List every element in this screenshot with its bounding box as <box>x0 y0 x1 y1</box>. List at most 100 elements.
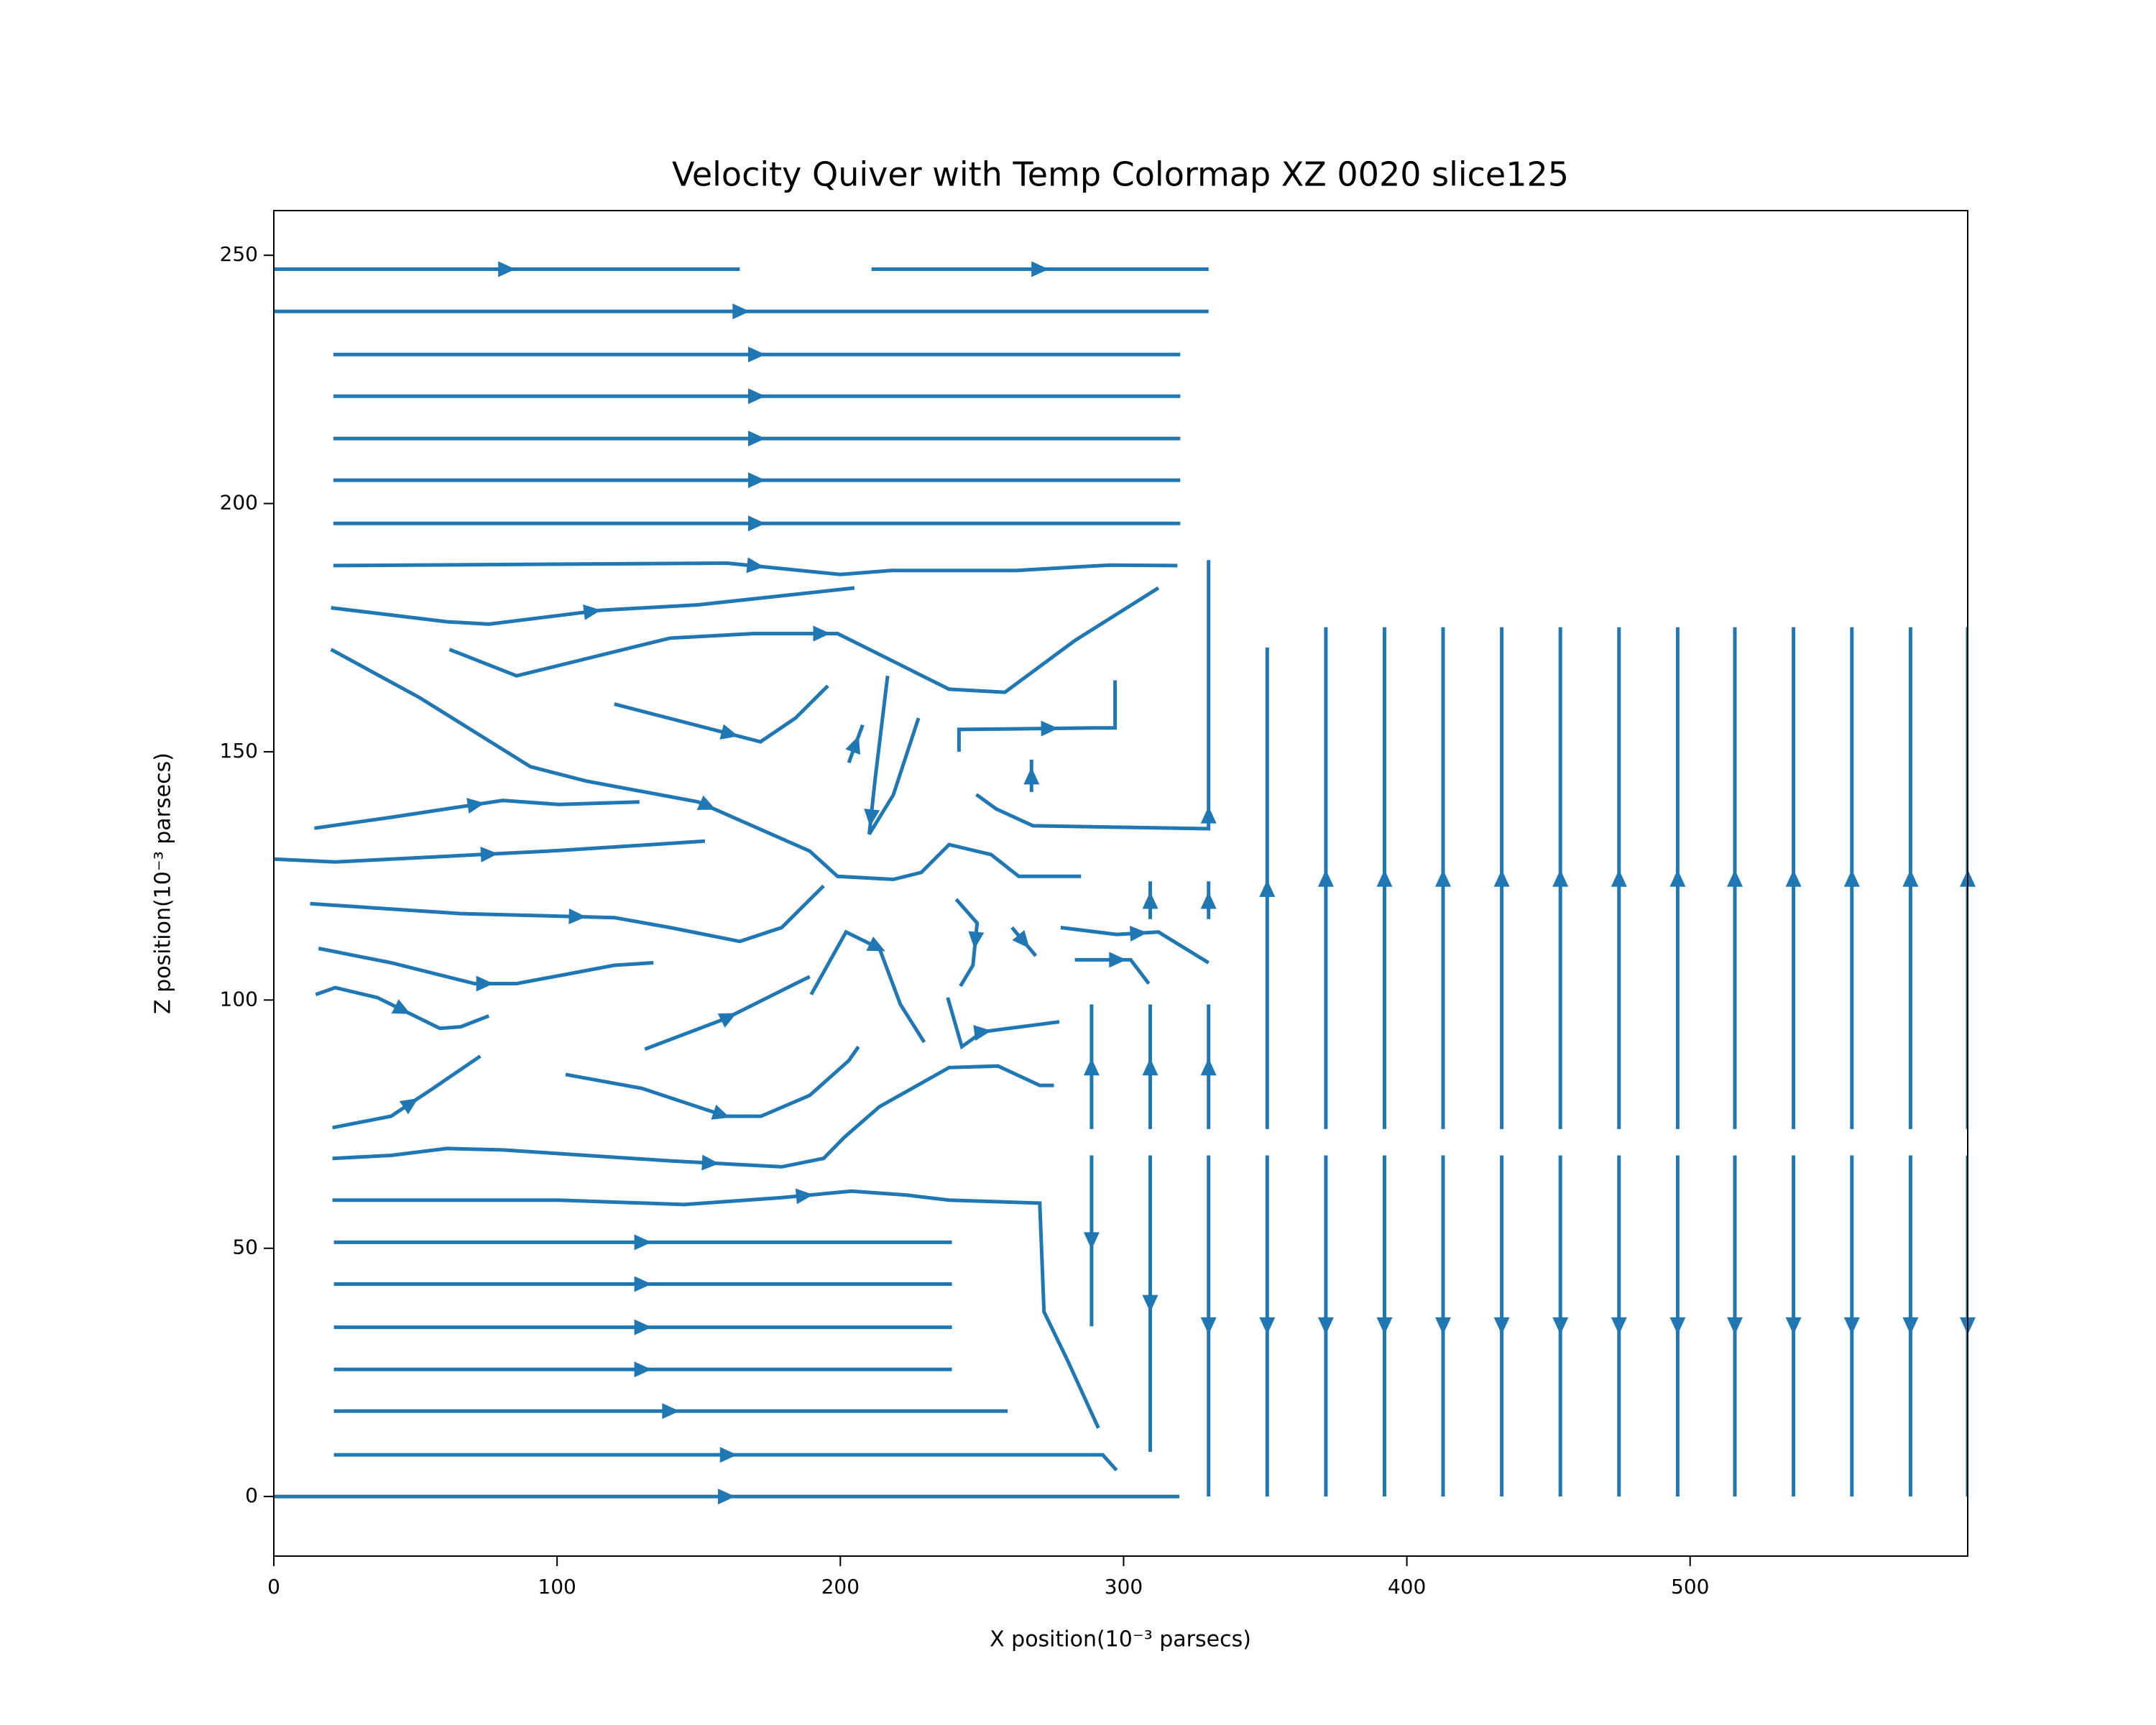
streamline <box>333 1453 1118 1472</box>
arrow-head <box>1376 869 1393 887</box>
streamline <box>310 884 825 944</box>
arrow-head <box>568 908 586 924</box>
arrow-head <box>1376 1317 1393 1335</box>
arrow-head <box>748 515 765 532</box>
y-tick-label: 200 <box>220 491 258 515</box>
plot-frame <box>273 210 1968 1557</box>
streamline <box>333 561 1178 576</box>
arrow-head <box>1552 869 1569 887</box>
streamline <box>867 675 921 835</box>
chart-title: Velocity Quiver with Temp Colormap XZ 00… <box>672 155 1569 194</box>
arrow-head <box>1669 869 1686 887</box>
x-tick-label: 300 <box>1105 1575 1143 1598</box>
arrow-head <box>1669 1317 1686 1335</box>
arrow-head <box>1727 1317 1743 1335</box>
arrow-head <box>662 1403 680 1420</box>
arrow-head <box>1083 1232 1100 1250</box>
arrow-head <box>1902 1317 1919 1335</box>
arrow-head <box>1843 1317 1860 1335</box>
arrow-head <box>717 1013 737 1028</box>
arrow-head <box>1843 869 1860 887</box>
streamline <box>331 586 855 626</box>
arrow-head <box>1200 1058 1217 1076</box>
arrow-head <box>719 724 739 740</box>
arrow-head <box>1200 891 1217 909</box>
arrow-head <box>701 1154 719 1171</box>
arrow-head <box>718 1489 735 1505</box>
arrow-head <box>968 931 985 949</box>
streamline <box>314 799 640 830</box>
streamline <box>332 1189 1100 1429</box>
arrow-head <box>1435 1317 1451 1335</box>
arrow-head <box>1259 1317 1276 1335</box>
arrow-head <box>795 1188 814 1205</box>
arrow-head <box>634 1276 652 1292</box>
arrow-head <box>1041 720 1059 737</box>
arrow-head <box>748 388 765 405</box>
arrow-head <box>746 557 765 574</box>
arrow-head <box>1129 926 1148 942</box>
streamline <box>318 947 654 985</box>
arrow-head <box>634 1361 652 1378</box>
arrow-head <box>719 1447 737 1463</box>
arrow-head <box>391 999 411 1014</box>
arrow-head <box>634 1234 652 1251</box>
arrow-head <box>399 1098 418 1115</box>
arrow-head <box>1031 261 1049 277</box>
arrow-head <box>1142 1294 1158 1312</box>
streamline <box>644 975 811 1052</box>
arrow-head <box>583 604 602 620</box>
arrow-head <box>1785 869 1802 887</box>
streamline <box>565 1045 860 1118</box>
arrow-head <box>1259 879 1276 897</box>
arrow-head <box>973 1025 992 1041</box>
streamline <box>975 560 1211 831</box>
arrow-head <box>732 303 750 320</box>
arrow-head <box>1317 869 1334 887</box>
streamline <box>957 680 1118 752</box>
arrow-head <box>813 625 831 642</box>
y-axis-label: Z position(10⁻³ parsecs) <box>151 753 176 1014</box>
arrow-head <box>748 431 765 447</box>
arrow-head <box>864 809 880 827</box>
arrow-head <box>1142 891 1158 909</box>
arrow-head <box>634 1319 652 1335</box>
arrow-head <box>748 472 765 489</box>
arrow-head <box>480 846 498 862</box>
arrow-head <box>1552 1317 1569 1335</box>
y-tick-label: 50 <box>232 1236 258 1259</box>
arrow-head <box>1200 806 1217 824</box>
arrow-head <box>845 735 860 755</box>
y-tick-label: 250 <box>220 242 258 266</box>
arrow-head <box>1083 1058 1100 1076</box>
arrow-head <box>1023 767 1040 785</box>
arrow-head <box>1611 869 1627 887</box>
arrow-head <box>1317 1317 1334 1335</box>
arrow-head <box>1200 1317 1217 1335</box>
streamline <box>614 684 829 744</box>
streamline <box>946 997 1060 1050</box>
x-tick-label: 200 <box>821 1575 860 1598</box>
x-tick-label: 400 <box>1388 1575 1426 1598</box>
arrow-head <box>1727 869 1743 887</box>
arrow-head <box>866 937 885 952</box>
arrow-head <box>476 975 494 992</box>
x-tick-label: 100 <box>538 1575 576 1598</box>
arrow-head <box>1435 869 1451 887</box>
arrow-head <box>466 798 485 814</box>
y-tick-label: 150 <box>220 739 258 763</box>
arrow-head <box>1493 1317 1510 1335</box>
streamline <box>274 839 706 864</box>
x-tick-label: 0 <box>267 1575 280 1598</box>
arrow-head <box>1109 952 1127 968</box>
arrow-head <box>1493 869 1510 887</box>
arrow-head <box>1012 929 1030 949</box>
x-tick-label: 500 <box>1671 1575 1709 1598</box>
streamline <box>448 586 1160 694</box>
arrow-head <box>1611 1317 1627 1335</box>
arrow-head <box>711 1104 730 1120</box>
arrow-head <box>696 795 717 810</box>
arrow-head <box>1785 1317 1802 1335</box>
arrow-head <box>498 261 516 277</box>
